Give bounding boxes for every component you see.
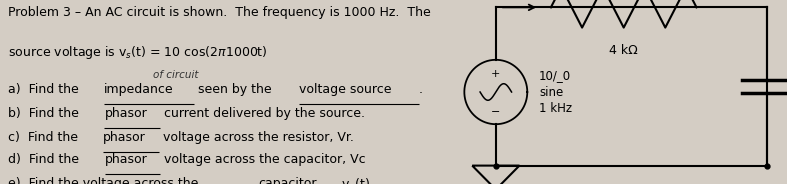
Text: −: −: [491, 107, 501, 117]
Text: , v$_c$(t).: , v$_c$(t).: [334, 177, 374, 184]
Text: a)  Find the: a) Find the: [8, 83, 83, 96]
Text: voltage across the capacitor, Vc: voltage across the capacitor, Vc: [160, 153, 365, 166]
Text: Problem 3 – An AC circuit is shown.  The frequency is 1000 Hz.  The: Problem 3 – An AC circuit is shown. The …: [8, 6, 430, 19]
Text: source voltage is v$_s$(t) = 10 cos(2$\pi$1000t): source voltage is v$_s$(t) = 10 cos(2$\p…: [8, 44, 268, 61]
Text: e)  Find the voltage across the: e) Find the voltage across the: [8, 177, 202, 184]
Text: of circuit: of circuit: [153, 70, 199, 80]
Text: c)  Find the: c) Find the: [8, 131, 82, 144]
Text: +: +: [491, 69, 501, 79]
Text: phasor: phasor: [103, 131, 146, 144]
Text: sine: sine: [539, 86, 563, 98]
Text: .: .: [419, 83, 423, 96]
Text: 4 kΩ: 4 kΩ: [609, 44, 638, 57]
Text: 1 kHz: 1 kHz: [539, 102, 572, 115]
Text: b)  Find the: b) Find the: [8, 107, 83, 120]
Text: 10/_0: 10/_0: [539, 69, 571, 82]
Text: capacitor: capacitor: [259, 177, 317, 184]
Text: voltage across the resistor, Vr.: voltage across the resistor, Vr.: [158, 131, 353, 144]
Text: seen by the: seen by the: [194, 83, 275, 96]
Text: d)  Find the: d) Find the: [8, 153, 83, 166]
Text: voltage source: voltage source: [300, 83, 392, 96]
Text: current delivered by the source.: current delivered by the source.: [160, 107, 364, 120]
Text: phasor: phasor: [105, 107, 147, 120]
Text: impedance: impedance: [105, 83, 174, 96]
Text: phasor: phasor: [105, 153, 147, 166]
